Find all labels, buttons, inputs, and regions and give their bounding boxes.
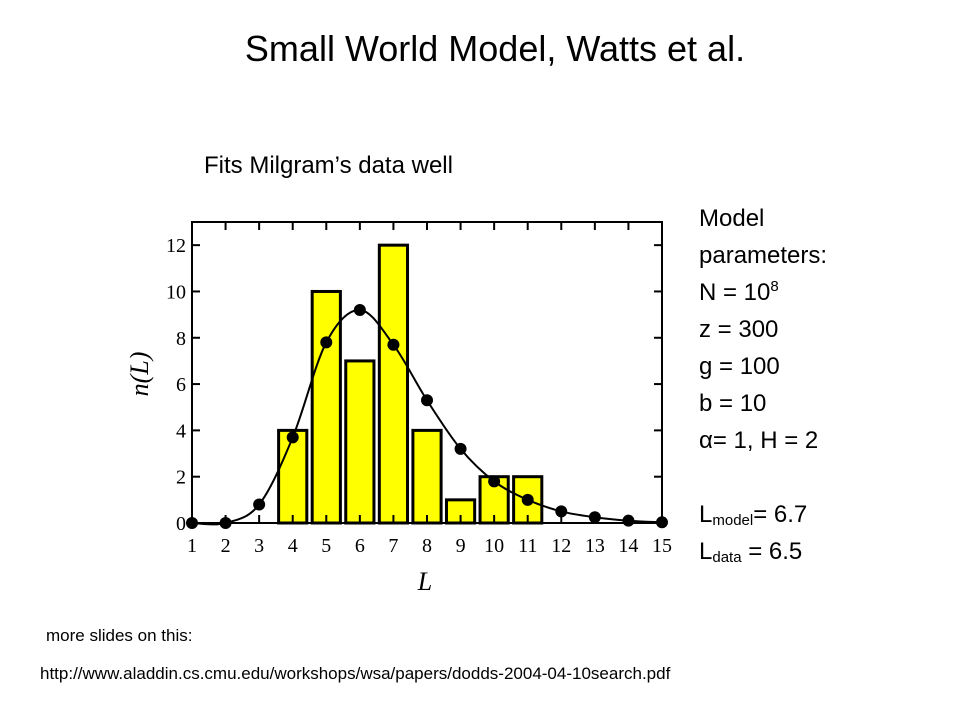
model-parameters: Model parameters: N = 108 z = 300 g = 10…	[699, 200, 827, 570]
bar-L7	[377, 243, 410, 525]
y-axis-label-arg: L	[125, 360, 154, 375]
model-point-L15	[656, 516, 668, 529]
param-lmodel: Lmodel= 6.7	[699, 496, 827, 533]
x-tick-label-9: 9	[456, 535, 466, 557]
param-alpha: α= 1, H = 2	[699, 422, 827, 459]
y-axis-label-main: n	[125, 383, 154, 396]
alpha-value: = 1, H = 2	[712, 427, 819, 454]
y-tick-label-6: 6	[176, 374, 186, 396]
more-slides-note: more slides on this:	[46, 626, 193, 645]
model-point-L11	[521, 493, 534, 506]
x-tick-label-2: 2	[221, 535, 231, 557]
x-tick-label-13: 13	[585, 535, 605, 557]
param-b: b = 10	[699, 390, 767, 417]
alpha-symbol: α	[699, 427, 713, 454]
model-point-L10	[488, 475, 501, 488]
model-point-L7	[387, 338, 400, 351]
x-tick-label-3: 3	[254, 535, 264, 557]
param-ldata: Ldata = 6.5	[699, 533, 827, 570]
params-heading-1: Model	[699, 205, 765, 232]
y-tick-label-10: 10	[166, 281, 186, 303]
x-tick-label-6: 6	[355, 535, 365, 557]
y-tick-label-8: 8	[176, 328, 186, 350]
ldata-value: = 6.5	[741, 538, 803, 565]
model-point-L1	[186, 517, 198, 529]
x-tick-label-8: 8	[422, 535, 432, 557]
x-tick-label-4: 4	[288, 535, 298, 557]
model-point-L9	[454, 442, 467, 455]
lmodel-label: L	[699, 501, 713, 528]
bar-L4	[277, 428, 309, 525]
lmodel-subscript: model	[712, 512, 754, 529]
y-tick-label-12: 12	[166, 235, 186, 257]
ldata-subscript: data	[712, 549, 742, 566]
x-tick-label-15: 15	[652, 535, 672, 557]
bar-L6	[344, 359, 376, 525]
model-point-L6	[353, 303, 366, 316]
model-point-L12	[555, 505, 568, 518]
y-axis-label-close: )	[125, 352, 154, 363]
param-n-label: N = 10	[699, 279, 771, 306]
x-tick-label-11: 11	[518, 535, 537, 557]
model-point-L13	[588, 511, 601, 524]
x-tick-label-7: 7	[388, 535, 398, 557]
x-axis-label: L	[417, 567, 432, 596]
y-tick-label-0: 0	[176, 513, 186, 535]
y-axis-label-open: (	[125, 373, 154, 383]
model-point-L5	[320, 336, 333, 349]
model-point-L3	[253, 498, 266, 511]
x-tick-label-10: 10	[484, 535, 504, 557]
model-point-L14	[622, 514, 635, 527]
x-tick-label-5: 5	[321, 535, 331, 557]
model-point-L4	[286, 431, 299, 444]
chart-subtitle: Fits Milgram’s data well	[204, 152, 453, 179]
slide-title: Small World Model, Watts et al.	[244, 28, 746, 69]
param-z: z = 300	[699, 316, 779, 343]
ldata-label: L	[699, 538, 713, 565]
source-url[interactable]: http://www.aladdin.cs.cmu.edu/workshops/…	[40, 664, 671, 683]
x-tick-label-12: 12	[551, 535, 571, 557]
bar-L8	[411, 428, 443, 525]
x-tick-label-14: 14	[618, 535, 638, 557]
y-axis-label: n(L)	[125, 352, 154, 397]
model-curve-layer	[186, 303, 668, 529]
x-tick-label-1: 1	[187, 535, 197, 557]
model-point-L8	[421, 394, 433, 407]
model-point-L2	[219, 517, 232, 529]
y-tick-label-2: 2	[176, 467, 186, 489]
param-n: N = 108	[699, 274, 827, 311]
y-tick-label-4: 4	[176, 420, 186, 442]
model-curve-line	[191, 308, 663, 526]
param-g: g = 100	[699, 353, 780, 380]
lmodel-value: = 6.7	[753, 501, 808, 528]
param-n-exponent: 8	[770, 278, 779, 295]
bars-layer	[277, 243, 544, 525]
params-heading-2: parameters:	[699, 242, 828, 269]
